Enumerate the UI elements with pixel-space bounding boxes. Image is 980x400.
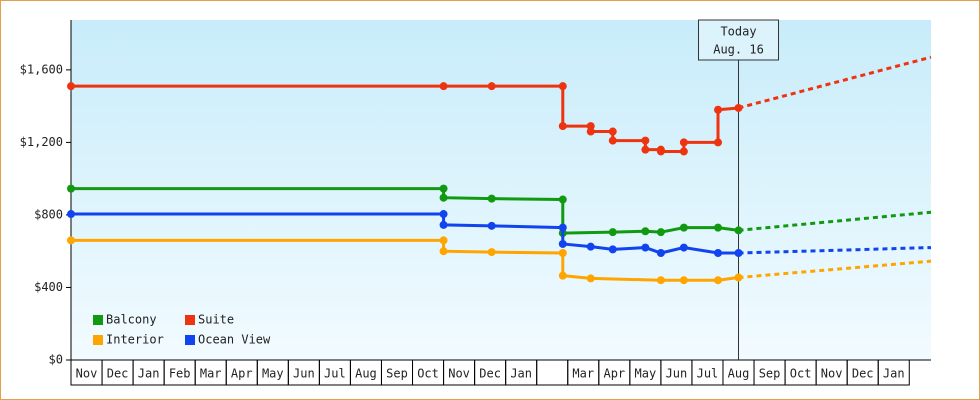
today-box <box>698 19 780 61</box>
y-tick-label: $400 <box>34 280 63 294</box>
point <box>641 243 650 252</box>
point <box>608 136 617 145</box>
point <box>67 210 75 219</box>
point <box>439 82 448 91</box>
point <box>679 223 688 232</box>
point <box>734 249 743 258</box>
forecast-line <box>738 55 932 110</box>
point <box>586 127 595 136</box>
x-tick-label: Dec <box>479 367 501 381</box>
x-tick-label: Jun <box>666 367 688 381</box>
x-tick-label: May <box>262 367 284 381</box>
point <box>487 194 496 203</box>
point <box>558 122 567 131</box>
point <box>558 271 567 280</box>
point <box>487 248 496 257</box>
point <box>734 226 743 235</box>
x-tick-label: Aug <box>728 367 750 381</box>
point <box>586 274 595 283</box>
x-tick-label: Jul <box>697 367 719 381</box>
x-tick-label: Oct <box>790 367 812 381</box>
x-tick-label: Jan <box>138 367 160 381</box>
x-tick-label: Sep <box>386 367 408 381</box>
point <box>679 276 688 285</box>
point <box>586 242 595 251</box>
point <box>558 249 567 258</box>
series-line <box>71 84 739 153</box>
x-tick-label: Dec <box>107 367 129 381</box>
legend-swatch <box>185 315 195 325</box>
point <box>679 147 688 156</box>
legend-label: Balcony <box>106 313 157 327</box>
point <box>487 82 496 91</box>
point <box>714 276 723 285</box>
x-tick-label: Jun <box>293 367 315 381</box>
today-label: Aug. 16 <box>713 43 764 57</box>
x-tick-label: Sep <box>759 367 781 381</box>
x-tick-label: Mar <box>200 367 222 381</box>
point <box>67 82 75 91</box>
point <box>608 228 617 237</box>
point <box>558 239 567 248</box>
legend-label: Suite <box>198 313 234 327</box>
point <box>641 227 650 236</box>
point <box>679 138 688 147</box>
point <box>439 184 448 193</box>
x-tick-label: Jan <box>883 367 905 381</box>
y-tick-label: $1,600 <box>20 62 63 76</box>
today-label: Today <box>720 25 756 39</box>
x-tick-label: Jul <box>324 367 346 381</box>
point <box>656 228 665 237</box>
point <box>558 195 567 204</box>
point <box>439 193 448 202</box>
point <box>487 221 496 230</box>
x-tick-label: Oct <box>417 367 439 381</box>
point <box>656 249 665 258</box>
x-tick-label: Jan <box>510 367 532 381</box>
x-cell <box>877 359 910 386</box>
point <box>439 220 448 229</box>
x-tick-label: May <box>635 367 657 381</box>
point <box>608 127 617 136</box>
legend-label: Ocean View <box>198 333 271 347</box>
point <box>439 210 448 219</box>
point <box>67 184 75 193</box>
y-tick-label: $0 <box>49 353 63 367</box>
x-tick-label: Nov <box>821 367 843 381</box>
point <box>656 276 665 285</box>
point <box>734 103 743 112</box>
point <box>67 236 75 245</box>
point <box>679 243 688 252</box>
point <box>734 273 743 282</box>
point <box>714 138 723 147</box>
point <box>558 82 567 91</box>
x-tick-label: Apr <box>231 367 253 381</box>
x-tick-label: Feb <box>169 367 191 381</box>
x-tick-label: Apr <box>603 367 625 381</box>
y-tick-label: $800 <box>34 207 63 221</box>
point <box>641 145 650 154</box>
x-tick-label: Aug <box>355 367 377 381</box>
y-tick-label: $1,200 <box>20 135 63 149</box>
point <box>439 236 448 245</box>
legend-label: Interior <box>106 333 164 347</box>
point <box>714 105 723 114</box>
point <box>656 147 665 156</box>
point <box>641 136 650 145</box>
x-tick-label: Nov <box>76 367 98 381</box>
legend-swatch <box>185 335 195 345</box>
x-tick-label: Mar <box>572 367 594 381</box>
point <box>714 223 723 232</box>
x-tick-label: Dec <box>852 367 874 381</box>
x-tick-label: Nov <box>448 367 470 381</box>
legend-swatch <box>93 335 103 345</box>
point <box>608 245 617 254</box>
point <box>558 223 567 232</box>
point <box>714 249 723 258</box>
point <box>439 247 448 256</box>
legend-swatch <box>93 315 103 325</box>
